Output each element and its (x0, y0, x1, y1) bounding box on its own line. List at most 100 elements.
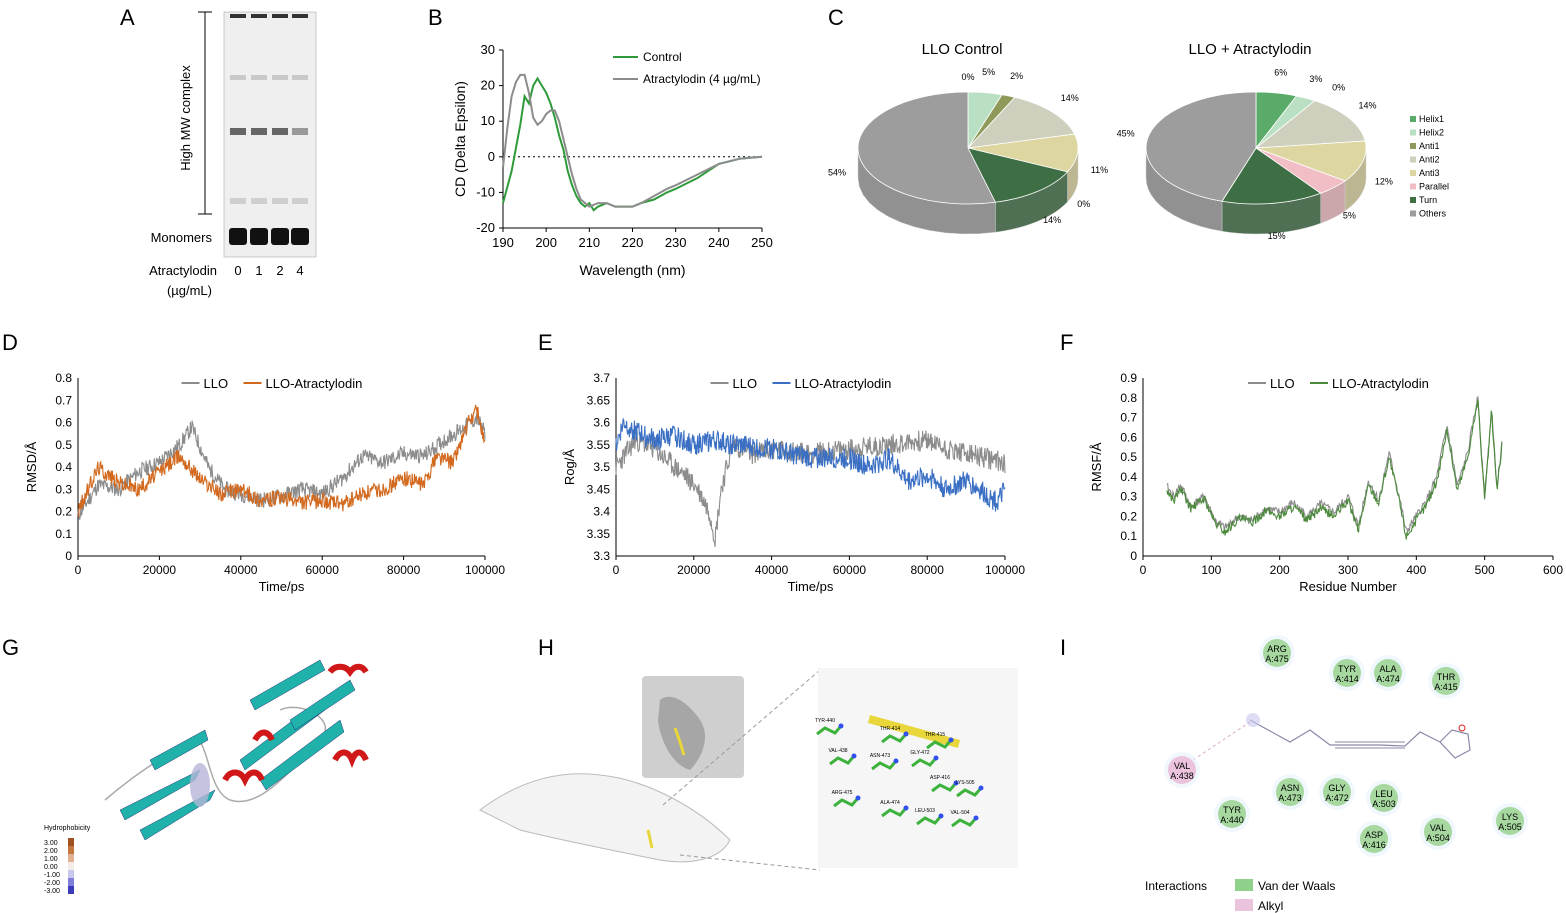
residue-number: A:415 (1434, 682, 1458, 692)
x-tick-label: 100000 (465, 563, 505, 577)
pie-value-label: 14% (1358, 100, 1376, 110)
y-tick-label: 0.1 (55, 527, 72, 541)
scale-swatch (68, 846, 74, 854)
legend-label: LLO-Atractylodin (1332, 376, 1429, 391)
gel-band (230, 198, 246, 204)
pie-value-label: 3% (1309, 74, 1322, 84)
beta-sheet (149, 729, 209, 771)
x-axis-label: Time/ps (788, 579, 834, 594)
residue-label: LEU-503 (915, 808, 935, 814)
legend-swatch (1410, 210, 1416, 217)
residue-label: THR-414 (880, 726, 901, 732)
residue-stick (881, 807, 908, 818)
residue-stick (926, 739, 953, 750)
series-line-control (502, 76, 763, 212)
ligand-surface (190, 763, 210, 807)
high-mw-label: High MW complex (178, 65, 193, 171)
x-axis-label: Residue Number (1299, 579, 1397, 594)
legend-swatch-alkyl (1235, 899, 1253, 911)
atom (933, 755, 939, 761)
y-tick-label: 0.7 (55, 393, 72, 407)
residue-number: A:503 (1372, 799, 1396, 809)
residue-node (1168, 756, 1196, 784)
surface-pocket (658, 696, 706, 770)
legend-label: LLO-Atractylodin (795, 376, 892, 391)
x-tick-label: 220 (622, 235, 644, 250)
legend-label: Parallel (1419, 182, 1449, 192)
y-tick-label: 30 (481, 42, 495, 57)
legend-label: LLO (1270, 376, 1295, 391)
gel-well-band (292, 14, 308, 18)
ligand-in-pocket (673, 727, 686, 756)
lane-label: 2 (276, 263, 283, 278)
scale-label: 0.00 (44, 864, 58, 871)
x-tick-label: 200 (535, 235, 557, 250)
pie-value-label: 12% (1375, 176, 1393, 186)
y-tick-label: 0.6 (55, 416, 72, 430)
residue-label: TYR-440 (815, 718, 835, 724)
residue-label: LYS-505 (955, 780, 974, 786)
residue-stick (951, 817, 978, 828)
ligand-chain (1249, 719, 1441, 747)
pie-value-label: 0% (1077, 199, 1090, 209)
panel-c-pie-charts: LLO Control 5% 2% 14% 11% 14% 54% 0% 0% LLO + Atr… (828, 41, 1449, 241)
legend-label: LLO (733, 376, 758, 391)
unit-label: (µg/mL) (167, 283, 212, 298)
y-tick-label: 3.4 (593, 505, 610, 519)
y-tick-label: 20 (481, 78, 495, 93)
scale-swatch (68, 886, 74, 894)
y-axis-label: RMSD/Å (24, 441, 39, 492)
residue-name: THR (1437, 672, 1456, 682)
x-tick-label: 80000 (387, 563, 421, 577)
panel-letter-h: H (538, 635, 554, 660)
residue-node (1374, 659, 1402, 687)
panel-b-cd-chart: -20 -10 0 10 20 30 190 200 210 220 230 240 250 Wavele… (452, 42, 773, 278)
y-tick-label: 0 (1130, 549, 1137, 563)
legend-swatch (1410, 170, 1416, 176)
beta-sheet (259, 719, 345, 791)
legend-label: Anti3 (1419, 168, 1440, 178)
y-tick-label: 10 (481, 113, 495, 128)
ligand-sticks (868, 715, 960, 748)
legend-label: Helix2 (1419, 128, 1444, 138)
atom (838, 723, 844, 729)
panel-letter-b: B (428, 5, 443, 30)
residue-name: GLY (1328, 783, 1345, 793)
pie-slice-others (857, 91, 996, 205)
residue-label: ASP-416 (930, 775, 950, 781)
y-tick-label: 3.65 (587, 393, 611, 407)
residue-node (1496, 807, 1524, 835)
y-tick-label: 3.6 (593, 416, 610, 430)
y-tick-label: 3.55 (587, 438, 611, 452)
gel-band (251, 198, 267, 204)
pie-title: LLO + Atractylodin (1189, 41, 1312, 58)
gel-band (292, 75, 308, 80)
series-line (615, 417, 1006, 512)
x-tick-label: 100000 (985, 563, 1025, 577)
residue-name: ASP (1365, 830, 1383, 840)
x-tick-label: 300 (1338, 563, 1358, 577)
panel-h-docking-view: TYR-440 THR-414 THR-415 VAL-438 ASN-473 GLY-4… (479, 668, 1018, 871)
x-tick-label: 400 (1406, 563, 1426, 577)
residue-stick (829, 755, 856, 766)
legend-label-vdw: Van der Waals (1258, 879, 1335, 893)
y-tick-label: 3.7 (593, 371, 610, 385)
beta-sheet (289, 679, 356, 731)
y-tick-label: 0.5 (55, 438, 72, 452)
gel-lanes (229, 14, 309, 245)
atom (893, 758, 899, 764)
y-tick-label: 0.3 (1120, 490, 1137, 504)
y-tick-label: 3.5 (593, 460, 610, 474)
beta-sheet (249, 659, 326, 711)
panel-letter-a: A (120, 5, 135, 30)
x-tick-label: 0 (1140, 563, 1147, 577)
residue-name: LYS (1502, 812, 1518, 822)
gel-band (251, 128, 267, 135)
legend-swatch (1410, 183, 1416, 190)
residue-name: ARG (1267, 644, 1287, 654)
residue-number: A:416 (1362, 840, 1386, 850)
series-line (77, 412, 486, 520)
residue-node (1424, 818, 1452, 846)
residue-label: ASN-473 (870, 753, 891, 759)
